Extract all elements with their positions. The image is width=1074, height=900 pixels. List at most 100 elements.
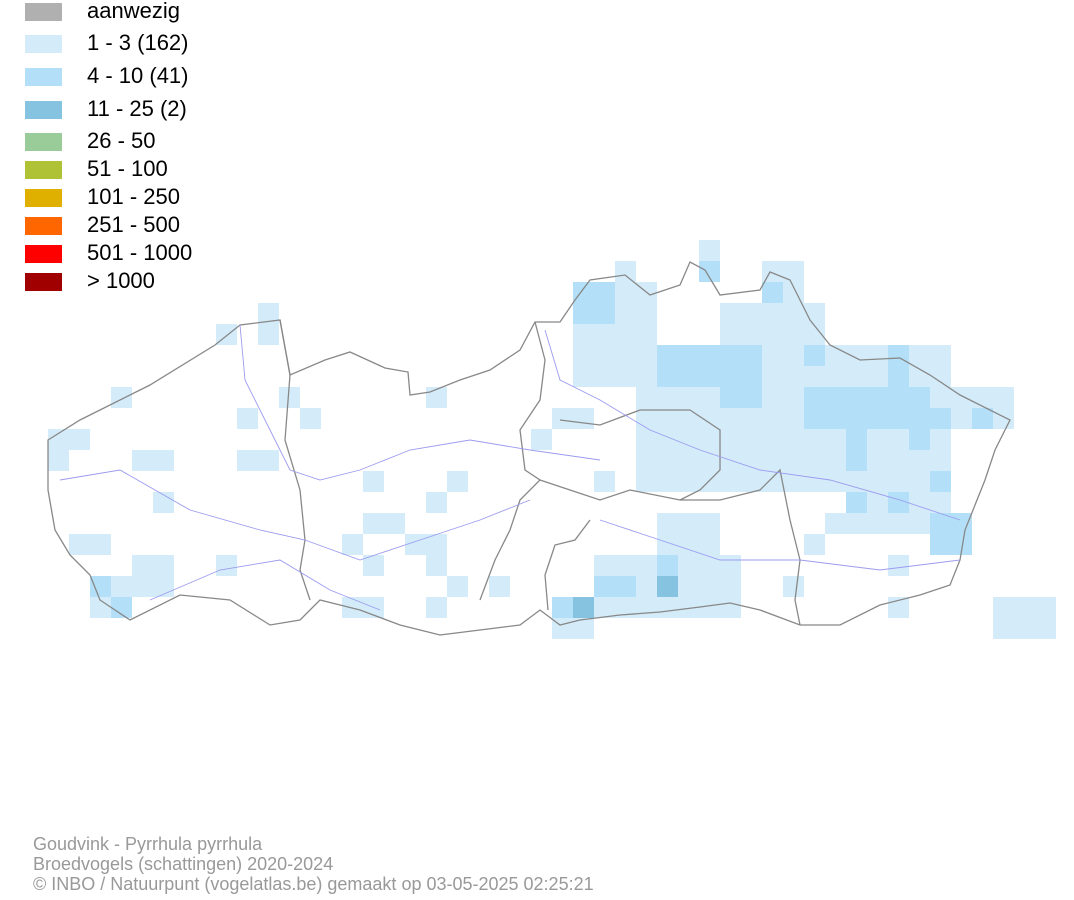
grid-cell xyxy=(363,471,384,492)
grid-cell xyxy=(678,450,699,471)
grid-cell xyxy=(888,492,909,513)
grid-cell xyxy=(657,513,678,534)
grid-cell xyxy=(867,387,888,408)
river xyxy=(149,559,381,611)
grid-cell xyxy=(930,513,951,534)
grid-cell xyxy=(846,387,867,408)
grid-cell xyxy=(804,429,825,450)
grid-cell xyxy=(930,534,951,555)
grid-cell xyxy=(762,429,783,450)
grid-cell xyxy=(762,345,783,366)
grid-cell xyxy=(783,261,804,282)
grid-cell xyxy=(594,345,615,366)
grid-cell xyxy=(657,555,678,576)
river xyxy=(59,469,531,561)
grid-cell xyxy=(615,345,636,366)
grid-cell xyxy=(783,303,804,324)
grid-cell xyxy=(657,597,678,618)
grid-cell xyxy=(930,366,951,387)
grid-cell xyxy=(111,387,132,408)
legend-label: > 1000 xyxy=(87,268,155,293)
legend-label: 101 - 250 xyxy=(87,184,180,209)
grid-cell xyxy=(594,555,615,576)
province-border xyxy=(544,519,591,611)
grid-cell xyxy=(888,429,909,450)
grid-cell xyxy=(699,597,720,618)
grid-cell xyxy=(888,471,909,492)
grid-cell xyxy=(846,471,867,492)
grid-cell xyxy=(636,303,657,324)
grid-cell xyxy=(279,387,300,408)
grid-cell xyxy=(741,429,762,450)
legend-label: 26 - 50 xyxy=(87,128,156,153)
grid-cell xyxy=(699,555,720,576)
grid-cell xyxy=(888,555,909,576)
grid-cells xyxy=(48,240,1056,639)
grid-cell xyxy=(615,576,636,597)
grid-cell xyxy=(636,324,657,345)
grid-cell xyxy=(678,387,699,408)
grid-cell xyxy=(678,513,699,534)
grid-cell xyxy=(153,450,174,471)
legend-label: 4 - 10 (41) xyxy=(87,63,189,88)
grid-cell xyxy=(699,471,720,492)
grid-cell xyxy=(993,618,1014,639)
legend-swatch xyxy=(25,189,62,207)
grid-cell xyxy=(699,513,720,534)
legend-swatch xyxy=(25,68,62,86)
grid-cell xyxy=(804,324,825,345)
grid-cell xyxy=(762,450,783,471)
grid-cell xyxy=(552,597,573,618)
legend-swatch xyxy=(25,161,62,179)
grid-cell xyxy=(699,240,720,261)
river xyxy=(599,519,961,571)
river xyxy=(239,324,601,481)
grid-cell xyxy=(867,429,888,450)
grid-cell xyxy=(741,366,762,387)
grid-cell xyxy=(720,324,741,345)
grid-cell xyxy=(804,471,825,492)
grid-cell xyxy=(804,387,825,408)
grid-cell xyxy=(657,450,678,471)
grid-cell xyxy=(573,345,594,366)
grid-cell xyxy=(678,471,699,492)
grid-cell xyxy=(720,387,741,408)
province-border xyxy=(539,468,801,626)
province-border xyxy=(479,321,546,601)
grid-cell xyxy=(951,534,972,555)
grid-cell xyxy=(699,345,720,366)
grid-cell xyxy=(825,387,846,408)
grid-cell xyxy=(930,345,951,366)
grid-cell xyxy=(867,450,888,471)
grid-cell xyxy=(720,597,741,618)
legend-label: 501 - 1000 xyxy=(87,240,192,265)
grid-cell xyxy=(489,576,510,597)
grid-cell xyxy=(678,555,699,576)
grid-cell xyxy=(657,534,678,555)
grid-cell xyxy=(930,492,951,513)
grid-cell xyxy=(909,513,930,534)
grid-cell xyxy=(783,345,804,366)
grid-cell xyxy=(531,429,552,450)
grid-cell xyxy=(90,534,111,555)
grid-cell xyxy=(846,450,867,471)
grid-cell xyxy=(720,366,741,387)
grid-cell xyxy=(804,345,825,366)
grid-cell xyxy=(258,303,279,324)
grid-cell xyxy=(90,576,111,597)
grid-cell xyxy=(594,282,615,303)
grid-cell xyxy=(615,303,636,324)
grid-cell xyxy=(762,324,783,345)
grid-cell xyxy=(825,408,846,429)
grid-cell xyxy=(573,324,594,345)
grid-cell xyxy=(993,597,1014,618)
grid-cell xyxy=(594,576,615,597)
grid-cell xyxy=(846,408,867,429)
grid-cell xyxy=(636,429,657,450)
grid-cell xyxy=(762,366,783,387)
grid-cell xyxy=(657,387,678,408)
grid-cell xyxy=(930,429,951,450)
grid-cell xyxy=(90,597,111,618)
grid-cell xyxy=(657,345,678,366)
